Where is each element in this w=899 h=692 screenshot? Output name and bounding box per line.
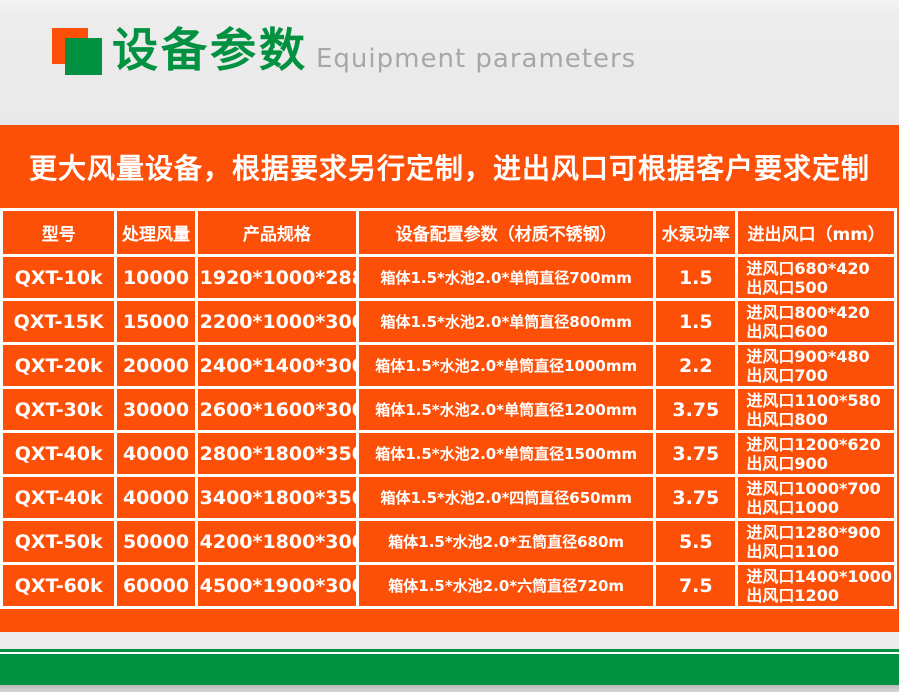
table-header-row: 型号 处理风量 产品规格 设备配置参数（材质不锈钢） 水泵功率 进出风口（mm） <box>0 208 897 257</box>
inlet-size: 进风口1000*700 <box>746 478 881 498</box>
logo-green-square-icon <box>65 38 102 75</box>
footer-green-bar <box>0 654 899 685</box>
outlet-size: 出风口500 <box>746 277 828 297</box>
outlet-size: 出风口900 <box>746 453 828 473</box>
cell-config: 箱体1.5*水池2.0*四筒直径650mm <box>356 474 657 521</box>
cell-airflow: 10000 <box>114 254 198 301</box>
cell-airflow: 40000 <box>114 474 198 521</box>
cell-airflow: 30000 <box>114 386 198 433</box>
inlet-size: 进风口1100*580 <box>746 390 881 410</box>
cell-model: QXT-40k <box>0 430 118 477</box>
cell-size: 2400*1400*3000 <box>194 342 360 389</box>
table-row: QXT-40k400003400*1800*3500箱体1.5*水池2.0*四筒… <box>0 474 897 521</box>
page-subtitle: Equipment parameters <box>316 44 637 74</box>
cell-pump: 5.5 <box>653 518 739 565</box>
cell-pump: 3.75 <box>653 430 739 477</box>
footer-white-gap <box>0 652 899 654</box>
outlet-size: 出风口600 <box>746 321 828 341</box>
cell-size: 1920*1000*2880 <box>194 254 360 301</box>
col-header-ports: 进出风口（mm） <box>735 208 897 257</box>
section-header: 设备参数 Equipment parameters <box>0 0 899 125</box>
cell-config: 箱体1.5*水池2.0*六筒直径720m <box>356 562 657 609</box>
inlet-size: 进风口800*420 <box>746 302 870 322</box>
cell-size: 2600*1600*3000 <box>194 386 360 433</box>
cell-ports: 进风口1400*1000 出风口1200 <box>735 562 897 609</box>
page-bottom-shadow <box>0 685 899 692</box>
cell-model: QXT-50k <box>0 518 118 565</box>
cell-airflow: 20000 <box>114 342 198 389</box>
outlet-size: 出风口1100 <box>746 541 839 561</box>
cell-ports: 进风口1100*580 出风口800 <box>735 386 897 433</box>
inlet-size: 进风口900*480 <box>746 346 870 366</box>
cell-config: 箱体1.5*水池2.0*单筒直径1200mm <box>356 386 657 433</box>
cell-size: 2200*1000*3000 <box>194 298 360 345</box>
table-row: QXT-60k600004500*1900*3000箱体1.5*水池2.0*六筒… <box>0 562 897 609</box>
cell-ports: 进风口900*480 出风口700 <box>735 342 897 389</box>
inlet-size: 进风口1280*900 <box>746 522 881 542</box>
col-header-pump: 水泵功率 <box>653 208 739 257</box>
outlet-size: 出风口1000 <box>746 497 839 517</box>
cell-ports: 进风口1280*900 出风口1100 <box>735 518 897 565</box>
equipment-spec-table: 型号 处理风量 产品规格 设备配置参数（材质不锈钢） 水泵功率 进出风口（mm）… <box>0 208 897 609</box>
inlet-size: 进风口1200*620 <box>746 434 881 454</box>
cell-ports: 进风口680*420 出风口500 <box>735 254 897 301</box>
cell-model: QXT-30k <box>0 386 118 433</box>
section-body: 更大风量设备，根据要求另行定制，进出风口可根据客户要求定制 型号 处理风量 产品… <box>0 125 899 632</box>
col-header-model: 型号 <box>0 208 118 257</box>
spec-table-body: QXT-10k100001920*1000*2880箱体1.5*水池2.0*单筒… <box>0 254 897 609</box>
cell-config: 箱体1.5*水池2.0*单筒直径800mm <box>356 298 657 345</box>
inlet-size: 进风口680*420 <box>746 258 870 278</box>
cell-airflow: 15000 <box>114 298 198 345</box>
table-row: QXT-30k300002600*1600*3000箱体1.5*水池2.0*单筒… <box>0 386 897 433</box>
cell-pump: 3.75 <box>653 386 739 433</box>
table-row: QXT-20k200002400*1400*3000箱体1.5*水池2.0*单筒… <box>0 342 897 389</box>
cell-pump: 7.5 <box>653 562 739 609</box>
cell-model: QXT-60k <box>0 562 118 609</box>
cell-size: 4200*1800*3000 <box>194 518 360 565</box>
custom-notice-banner: 更大风量设备，根据要求另行定制，进出风口可根据客户要求定制 <box>28 151 870 185</box>
cell-airflow: 60000 <box>114 562 198 609</box>
cell-size: 3400*1800*3500 <box>194 474 360 521</box>
footer-green-rule <box>0 649 899 652</box>
cell-model: QXT-10k <box>0 254 118 301</box>
inlet-size: 进风口1400*1000 <box>746 566 892 586</box>
col-header-config: 设备配置参数（材质不锈钢） <box>356 208 657 257</box>
page-title: 设备参数 <box>112 23 308 77</box>
cell-size: 2800*1800*3500 <box>194 430 360 477</box>
cell-pump: 3.75 <box>653 474 739 521</box>
cell-airflow: 40000 <box>114 430 198 477</box>
cell-pump: 2.2 <box>653 342 739 389</box>
cell-ports: 进风口800*420 出风口600 <box>735 298 897 345</box>
outlet-size: 出风口800 <box>746 409 828 429</box>
cell-model: QXT-15K <box>0 298 118 345</box>
cell-ports: 进风口1000*700 出风口1000 <box>735 474 897 521</box>
cell-model: QXT-20k <box>0 342 118 389</box>
cell-ports: 进风口1200*620 出风口900 <box>735 430 897 477</box>
outlet-size: 出风口700 <box>746 365 828 385</box>
col-header-airflow: 处理风量 <box>114 208 198 257</box>
cell-pump: 1.5 <box>653 254 739 301</box>
outlet-size: 出风口1200 <box>746 585 839 605</box>
cell-model: QXT-40k <box>0 474 118 521</box>
cell-config: 箱体1.5*水池2.0*五筒直径680m <box>356 518 657 565</box>
table-row: QXT-10k100001920*1000*2880箱体1.5*水池2.0*单筒… <box>0 254 897 301</box>
cell-airflow: 50000 <box>114 518 198 565</box>
table-row: QXT-15K150002200*1000*3000箱体1.5*水池2.0*单筒… <box>0 298 897 345</box>
cell-size: 4500*1900*3000 <box>194 562 360 609</box>
cell-config: 箱体1.5*水池2.0*单筒直径1000mm <box>356 342 657 389</box>
cell-pump: 1.5 <box>653 298 739 345</box>
cell-config: 箱体1.5*水池2.0*单筒直径700mm <box>356 254 657 301</box>
cell-config: 箱体1.5*水池2.0*单筒直径1500mm <box>356 430 657 477</box>
table-row: QXT-40k400002800*1800*3500箱体1.5*水池2.0*单筒… <box>0 430 897 477</box>
table-row: QXT-50k500004200*1800*3000箱体1.5*水池2.0*五筒… <box>0 518 897 565</box>
footer-gray-strip <box>0 632 899 649</box>
col-header-size: 产品规格 <box>194 208 360 257</box>
